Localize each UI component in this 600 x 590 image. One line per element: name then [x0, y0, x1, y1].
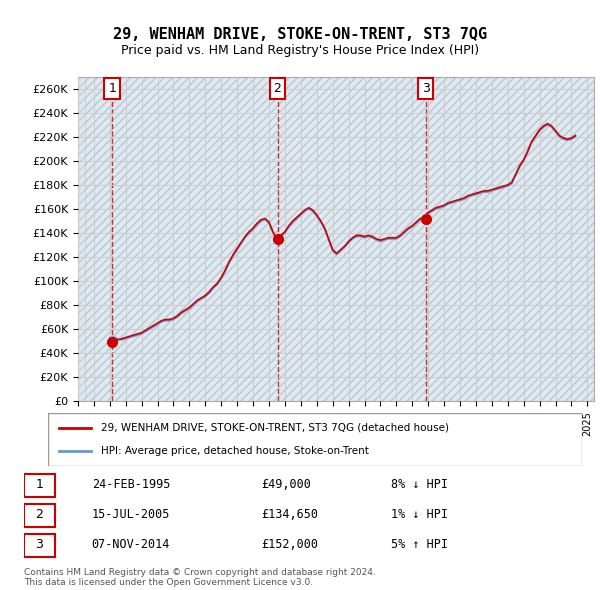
Text: 3: 3	[422, 82, 430, 95]
Text: 07-NOV-2014: 07-NOV-2014	[92, 537, 170, 550]
FancyBboxPatch shape	[48, 413, 582, 466]
Text: HPI: Average price, detached house, Stoke-on-Trent: HPI: Average price, detached house, Stok…	[101, 446, 369, 456]
FancyBboxPatch shape	[24, 504, 55, 527]
FancyBboxPatch shape	[24, 474, 55, 497]
Text: 1% ↓ HPI: 1% ↓ HPI	[391, 508, 448, 521]
Text: Contains HM Land Registry data © Crown copyright and database right 2024.
This d: Contains HM Land Registry data © Crown c…	[24, 568, 376, 587]
Text: 29, WENHAM DRIVE, STOKE-ON-TRENT, ST3 7QG: 29, WENHAM DRIVE, STOKE-ON-TRENT, ST3 7Q…	[113, 27, 487, 41]
Text: £49,000: £49,000	[261, 478, 311, 491]
Text: 1: 1	[108, 82, 116, 95]
Text: 2: 2	[274, 82, 281, 95]
Text: Price paid vs. HM Land Registry's House Price Index (HPI): Price paid vs. HM Land Registry's House …	[121, 44, 479, 57]
Text: £152,000: £152,000	[261, 537, 318, 550]
Text: 24-FEB-1995: 24-FEB-1995	[92, 478, 170, 491]
Text: 2: 2	[35, 508, 43, 521]
Text: 15-JUL-2005: 15-JUL-2005	[92, 508, 170, 521]
Text: 29, WENHAM DRIVE, STOKE-ON-TRENT, ST3 7QG (detached house): 29, WENHAM DRIVE, STOKE-ON-TRENT, ST3 7Q…	[101, 423, 449, 433]
Text: 5% ↑ HPI: 5% ↑ HPI	[391, 537, 448, 550]
Text: 8% ↓ HPI: 8% ↓ HPI	[391, 478, 448, 491]
FancyBboxPatch shape	[24, 533, 55, 557]
Text: 3: 3	[35, 537, 43, 550]
Text: £134,650: £134,650	[261, 508, 318, 521]
Text: 1: 1	[35, 478, 43, 491]
